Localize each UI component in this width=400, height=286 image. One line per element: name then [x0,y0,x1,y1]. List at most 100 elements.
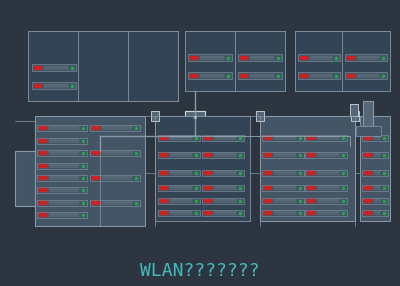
Bar [37,175,87,181]
Bar [160,153,168,157]
Bar [364,136,372,140]
Bar [204,171,212,175]
Bar [92,176,100,180]
Bar [262,210,304,216]
Bar [264,199,272,203]
Bar [350,104,358,116]
Bar [92,201,100,205]
Bar [307,153,315,157]
Bar [37,187,87,193]
Bar [160,211,168,215]
Bar [238,72,282,79]
Bar [298,72,340,79]
Bar [264,211,272,215]
Bar [204,211,212,215]
Bar [305,170,347,176]
Bar [158,135,200,141]
Bar [305,185,347,191]
Bar [362,152,388,158]
Bar [305,210,347,216]
Bar [345,72,387,79]
Bar [362,185,388,191]
Bar [128,31,178,101]
Bar [188,54,232,61]
Bar [238,54,282,61]
Bar [264,136,272,140]
Bar [295,31,342,91]
Bar [37,163,87,169]
Bar [264,153,272,157]
Bar [345,54,387,61]
Bar [307,186,315,190]
Bar [90,200,140,206]
Bar [202,185,244,191]
Bar [37,125,87,131]
Bar [202,152,244,158]
Bar [90,150,140,156]
Bar [204,153,212,157]
Bar [342,31,390,91]
Bar [78,31,128,101]
Bar [158,198,200,204]
Bar [298,54,340,61]
Bar [307,211,315,215]
Bar [364,186,372,190]
Bar [264,171,272,175]
Bar [185,31,235,91]
Bar [300,56,308,60]
Bar [295,31,390,91]
Bar [235,31,285,91]
Bar [37,150,87,156]
Bar [39,151,47,155]
Bar [39,188,47,192]
Bar [305,152,347,158]
Bar [260,116,355,221]
Bar [305,198,347,204]
Bar [32,64,76,71]
Text: ≡: ≡ [193,114,197,120]
Bar [347,74,355,78]
Bar [158,152,200,158]
Bar [28,31,178,101]
Bar [204,199,212,203]
Bar [160,171,168,175]
Bar [190,74,198,78]
Bar [160,186,168,190]
Bar [364,199,372,203]
Bar [37,200,87,206]
Bar [185,31,285,91]
Bar [262,152,304,158]
Bar [190,56,198,60]
Bar [92,126,100,130]
Bar [37,138,87,144]
Bar [15,151,35,206]
Bar [158,185,200,191]
Bar [92,151,100,155]
Bar [34,66,42,70]
Bar [188,72,232,79]
Bar [262,135,304,141]
Bar [90,175,140,181]
Bar [364,153,372,157]
Bar [240,56,248,60]
Bar [202,198,244,204]
Bar [39,164,47,168]
Bar [160,136,168,140]
Bar [307,199,315,203]
Bar [155,116,250,221]
Bar [362,135,388,141]
Bar [307,136,315,140]
Bar [185,111,205,123]
Bar [262,170,304,176]
Bar [204,136,212,140]
Bar [39,126,47,130]
Bar [240,74,248,78]
Bar [363,101,373,126]
Bar [305,135,347,141]
Bar [202,135,244,141]
Bar [39,213,47,217]
Bar [39,176,47,180]
Bar [202,210,244,216]
Bar [362,210,388,216]
Bar [160,199,168,203]
